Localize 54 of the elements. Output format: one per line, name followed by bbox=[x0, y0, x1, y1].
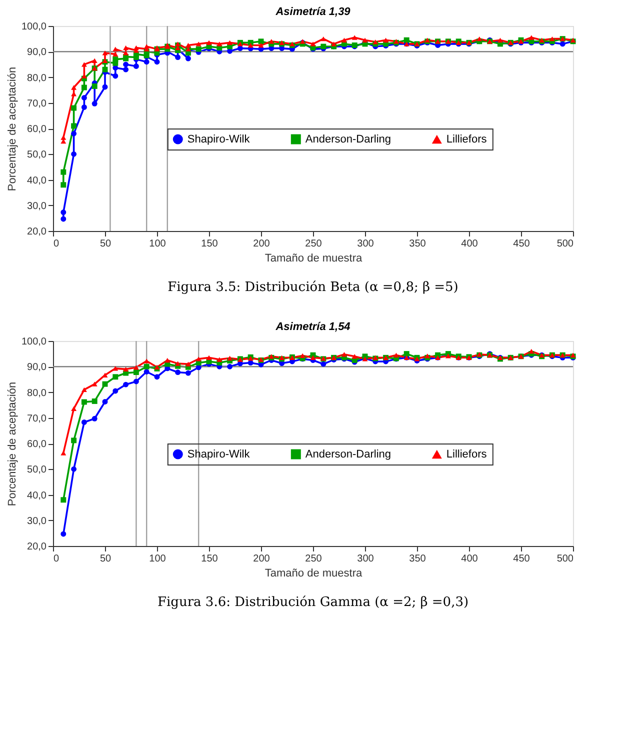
y-tick-label: 20,0 bbox=[27, 226, 47, 238]
legend-label: Anderson-Darling bbox=[305, 133, 392, 146]
y-axis-title: Porcentaje de aceptación bbox=[6, 66, 18, 192]
y-tick-label: 30,0 bbox=[27, 516, 47, 527]
legend-label: Shapiro-Wilk bbox=[187, 133, 250, 146]
y-axis-title: Porcentaje de aceptación bbox=[6, 382, 18, 506]
x-tick-label: 350 bbox=[409, 238, 426, 250]
y-tick-label: 80,0 bbox=[27, 388, 47, 399]
x-tick-label: 0 bbox=[54, 238, 60, 250]
x-tick-label: 200 bbox=[253, 238, 270, 250]
x-axis-title: Tamaño de muestra bbox=[264, 568, 363, 580]
y-tick-label: 50,0 bbox=[27, 464, 47, 476]
legend-label: Lilliefors bbox=[446, 448, 488, 460]
chart-title: Asimetría 1,54 bbox=[274, 321, 350, 333]
y-tick-label: 100,0 bbox=[21, 336, 47, 348]
legend-label: Lilliefors bbox=[446, 133, 488, 146]
y-tick-label: 70,0 bbox=[27, 98, 47, 110]
x-tick-label: 500 bbox=[556, 554, 574, 564]
x-tick-label: 250 bbox=[305, 238, 322, 250]
x-tick-label: 50 bbox=[100, 238, 112, 250]
x-tick-label: 150 bbox=[201, 238, 218, 250]
y-tick-label: 30,0 bbox=[27, 200, 47, 212]
x-tick-label: 0 bbox=[54, 554, 60, 564]
x-tick-label: 200 bbox=[253, 554, 270, 564]
y-tick-label: 40,0 bbox=[27, 490, 47, 502]
chart-title: Asimetría 1,39 bbox=[274, 6, 352, 18]
y-tick-label: 60,0 bbox=[27, 439, 47, 450]
x-axis-title: Tamaño de muestra bbox=[264, 252, 363, 264]
x-tick-label: 400 bbox=[461, 238, 478, 250]
x-tick-label: 450 bbox=[513, 554, 530, 564]
legend-label: Anderson-Darling bbox=[305, 448, 392, 460]
y-tick-label: 90,0 bbox=[27, 47, 47, 58]
y-tick-label: 20,0 bbox=[27, 542, 47, 552]
x-tick-label: 150 bbox=[201, 554, 218, 564]
x-tick-label: 350 bbox=[409, 554, 426, 564]
x-tick-label: 250 bbox=[305, 554, 322, 564]
y-tick-label: 90,0 bbox=[27, 362, 47, 374]
x-tick-label: 50 bbox=[100, 554, 112, 564]
x-tick-label: 450 bbox=[513, 238, 530, 250]
y-tick-label: 60,0 bbox=[27, 124, 47, 135]
x-tick-label: 500 bbox=[556, 238, 574, 250]
y-tick-label: 100,0 bbox=[21, 22, 47, 32]
y-tick-label: 70,0 bbox=[27, 413, 47, 424]
text: Figura 3.6: Distribución Gamma (α =2; β =0,3) bbox=[157, 595, 469, 610]
x-tick-label: 300 bbox=[357, 238, 374, 250]
x-tick-label: 100 bbox=[149, 554, 166, 564]
x-tick-label: 300 bbox=[357, 554, 374, 564]
text: Figura 3.5: Distribución Beta (α =0,8; β =5) bbox=[168, 280, 458, 295]
legend-label: Shapiro-Wilk bbox=[187, 448, 250, 460]
x-tick-label: 100 bbox=[149, 238, 166, 250]
y-tick-label: 50,0 bbox=[27, 150, 47, 161]
y-tick-label: 80,0 bbox=[27, 72, 47, 84]
y-tick-label: 40,0 bbox=[27, 175, 47, 186]
x-tick-label: 400 bbox=[461, 554, 478, 564]
